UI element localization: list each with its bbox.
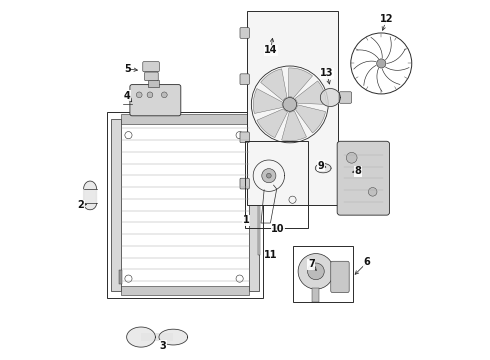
Circle shape	[346, 152, 357, 163]
FancyBboxPatch shape	[143, 62, 159, 72]
Text: 12: 12	[380, 14, 393, 24]
Text: 7: 7	[308, 259, 315, 269]
Circle shape	[298, 253, 334, 289]
FancyBboxPatch shape	[337, 141, 390, 215]
Polygon shape	[289, 68, 313, 98]
Polygon shape	[159, 329, 188, 345]
Text: 10: 10	[271, 225, 285, 234]
Circle shape	[262, 168, 276, 183]
Text: 8: 8	[355, 166, 362, 176]
FancyBboxPatch shape	[331, 261, 349, 293]
Circle shape	[368, 188, 377, 196]
FancyBboxPatch shape	[240, 178, 249, 189]
Text: 4: 4	[124, 91, 131, 101]
Bar	[107, 112, 263, 298]
Circle shape	[377, 59, 386, 68]
Circle shape	[161, 92, 167, 98]
Polygon shape	[295, 81, 326, 104]
Bar	[247, 12, 338, 205]
Polygon shape	[257, 109, 288, 138]
Polygon shape	[320, 89, 341, 107]
Polygon shape	[127, 327, 155, 347]
Circle shape	[283, 98, 296, 111]
FancyBboxPatch shape	[240, 74, 249, 85]
Text: 6: 6	[364, 257, 370, 267]
Text: 14: 14	[264, 45, 277, 55]
Bar	[312, 288, 319, 302]
Text: 1: 1	[243, 215, 249, 225]
Polygon shape	[253, 89, 283, 113]
Polygon shape	[316, 163, 331, 173]
Polygon shape	[84, 181, 97, 210]
FancyBboxPatch shape	[240, 28, 249, 39]
Text: 3: 3	[160, 341, 167, 351]
FancyBboxPatch shape	[130, 85, 181, 116]
Circle shape	[308, 263, 324, 280]
Bar	[148, 80, 159, 87]
Polygon shape	[282, 111, 306, 141]
Polygon shape	[295, 105, 325, 133]
FancyBboxPatch shape	[145, 72, 158, 81]
Bar	[245, 140, 308, 228]
FancyBboxPatch shape	[240, 132, 249, 143]
Bar	[249, 119, 259, 291]
Bar	[121, 114, 248, 125]
Bar	[120, 270, 122, 284]
Text: 13: 13	[320, 68, 334, 78]
Polygon shape	[261, 69, 287, 101]
Bar	[121, 286, 248, 295]
Bar	[111, 119, 121, 291]
Bar	[141, 333, 173, 341]
Circle shape	[267, 174, 271, 178]
Circle shape	[136, 92, 142, 98]
Circle shape	[147, 92, 153, 98]
FancyBboxPatch shape	[339, 92, 351, 103]
Text: 2: 2	[77, 200, 84, 210]
Bar	[294, 246, 353, 302]
Text: 5: 5	[124, 64, 131, 74]
Bar	[258, 158, 260, 255]
Text: 11: 11	[264, 249, 277, 260]
Text: 9: 9	[318, 161, 324, 171]
